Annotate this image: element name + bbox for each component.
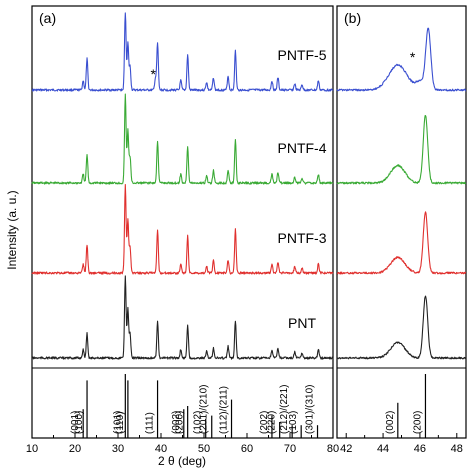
- x-tick-label: 80: [327, 443, 339, 455]
- x-tick-label: 44: [377, 443, 389, 455]
- x-tick-label: 40: [155, 443, 167, 455]
- series-line: [336, 115, 467, 185]
- series-label: PNTF-3: [278, 230, 327, 246]
- y-axis-title: Intensity (a. u.): [5, 190, 19, 269]
- series-label: PNT: [288, 315, 316, 331]
- series-label: PNTF-4: [278, 140, 327, 156]
- reference-label: (202): [259, 411, 270, 434]
- panel-b: 42 44 46 48 (b) * (002) (200): [336, 5, 467, 455]
- plot-frame: [336, 5, 467, 439]
- reference-label: (112)/(211): [219, 386, 230, 434]
- series-line: [31, 183, 334, 275]
- x-tick-label: 60: [241, 443, 253, 455]
- reference-label: (001): [70, 411, 81, 434]
- x-tick-label: 70: [284, 443, 296, 455]
- impurity-marker: *: [151, 66, 157, 82]
- plot-frame: [31, 5, 334, 439]
- series-line: [31, 12, 334, 92]
- panel-label: (b): [344, 10, 361, 26]
- reference-label: (212)/(221): [279, 385, 290, 434]
- reference-label: (100): [74, 411, 85, 434]
- series-line: [31, 93, 334, 185]
- x-tick-label: 46: [414, 443, 426, 455]
- x-tick-label: 48: [451, 443, 463, 455]
- series-line: [336, 211, 467, 275]
- panel-label: (a): [39, 10, 56, 26]
- series-label: PNTF-5: [278, 47, 327, 63]
- x-tick-label: 20: [69, 443, 81, 455]
- impurity-marker: *: [410, 49, 416, 65]
- reference-label: (200): [175, 411, 186, 434]
- x-axis-title: 2 θ (deg): [158, 454, 206, 468]
- series-line: [336, 27, 467, 92]
- reference-label: (103): [288, 411, 299, 434]
- x-tick-label: 30: [112, 443, 124, 455]
- reference-label: (102): [193, 411, 204, 434]
- reference-label: (002): [385, 411, 396, 434]
- reference-label: (301)/(310): [305, 385, 316, 434]
- reference-label: (201)/(210): [199, 385, 210, 434]
- reference-label: (101): [112, 411, 123, 434]
- series-line: [336, 295, 467, 360]
- reference-label: (110): [115, 411, 126, 434]
- x-tick-label: 10: [26, 443, 38, 455]
- panel-a: 10 20 30 40 50 60 70 80 (a) PNTF-5 * PNTF-4 PNTF-3 PN…: [26, 5, 339, 455]
- reference-label: (200): [412, 411, 423, 434]
- reference-label: (002): [171, 411, 182, 434]
- reference-label: (220): [267, 411, 278, 434]
- x-tick-label: 50: [198, 443, 210, 455]
- series-line: [31, 275, 334, 360]
- x-tick-label: 42: [340, 443, 352, 455]
- reference-label: (111): [145, 412, 156, 434]
